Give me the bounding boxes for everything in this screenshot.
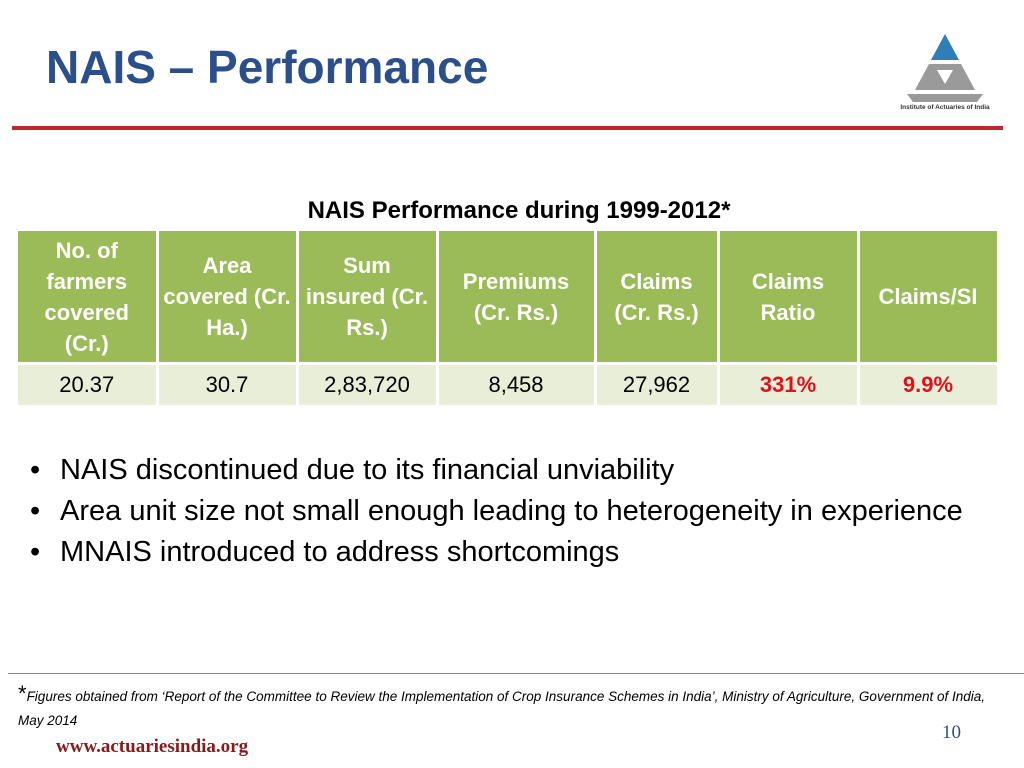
bullet: NAIS discontinued due to its financial u…	[26, 450, 976, 491]
table-body: 20.37 30.7 2,83,720 8,458 27,962 331% 9.9%	[18, 363, 1000, 405]
column-header: Area covered (Cr. Ha.)	[157, 231, 299, 365]
column-header: Claims/SI	[858, 231, 1000, 365]
column-header: Claims (Cr. Rs.)	[595, 231, 720, 365]
logo-shape	[937, 70, 953, 84]
footnote-text: Figures obtained from ‘Report of the Com…	[18, 689, 986, 728]
table-cell: 30.7	[157, 363, 299, 405]
table-row: 20.37 30.7 2,83,720 8,458 27,962 331% 9.9%	[18, 363, 1000, 405]
table-cell: 9.9%	[858, 363, 1000, 405]
table: No. of farmers covered (Cr.) Area covered…	[18, 231, 1000, 405]
column-header: Premiums (Cr. Rs.)	[437, 231, 597, 365]
column-header: No. of farmers covered (Cr.)	[18, 231, 159, 365]
logo-text: Institute of Actuaries of India	[900, 104, 990, 111]
footnote-marker: *	[18, 681, 27, 706]
footnote: *Figures obtained from ‘Report of the Co…	[18, 682, 1008, 733]
logo-triangle	[931, 34, 959, 60]
logo-shape	[907, 94, 983, 102]
table-cell: 20.37	[18, 363, 159, 405]
column-header: Sum insured (Cr. Rs.)	[297, 231, 439, 365]
page-number: 10	[942, 722, 961, 743]
bullet: Area unit size not small enough leading …	[26, 491, 976, 532]
logo: Institute of Actuaries of India	[900, 34, 990, 111]
bullet-list: NAIS discontinued due to its financial u…	[26, 450, 976, 573]
table-cell: 27,962	[595, 363, 720, 405]
table-caption: NAIS Performance during 1999-2012*	[0, 197, 1024, 225]
website: www.actuariesindia.org	[56, 736, 249, 757]
bullet: MNAIS introduced to address shortcomings	[26, 532, 976, 573]
caption-text: NAIS Performance during 1999-2012*	[307, 197, 731, 224]
title-rule	[12, 126, 1003, 130]
column-header: Claims Ratio	[718, 231, 860, 365]
table-cell: 2,83,720	[297, 363, 439, 405]
title: NAIS – Performance	[46, 41, 489, 93]
table-cell: 8,458	[437, 363, 597, 405]
table-cell: 331%	[718, 363, 860, 405]
footer-rule	[8, 673, 1024, 674]
header-row: No. of farmers covered (Cr.) Area covered…	[18, 231, 1000, 365]
